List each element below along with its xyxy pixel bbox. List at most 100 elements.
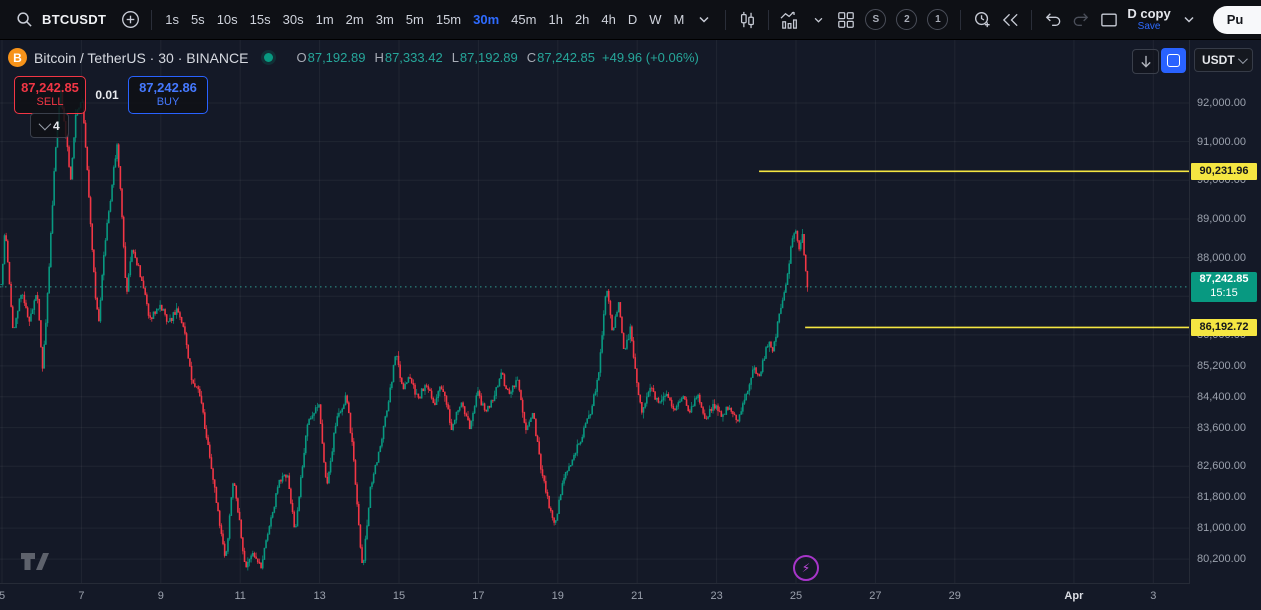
price-axis[interactable]: USDT 87,242.85 15:15 ⚙ 92,000.0091,000.0…	[1189, 40, 1261, 606]
indicators-chevron-icon[interactable]	[804, 6, 832, 34]
timeframe-chevron-icon[interactable]	[690, 6, 718, 34]
price-axis-label[interactable]: 84,400.00	[1197, 390, 1246, 403]
price-axis-label[interactable]: 81,800.00	[1197, 491, 1246, 504]
price-axis-label[interactable]: 81,000.00	[1197, 522, 1246, 535]
panel-button-2[interactable]: 2	[896, 9, 918, 30]
candles	[5, 89, 809, 569]
price-axis-label[interactable]: 88,000.00	[1197, 251, 1246, 264]
time-axis-label[interactable]: 5	[0, 590, 6, 602]
quantity-field[interactable]: 0.01	[95, 88, 119, 102]
timeframe-button-2m[interactable]: 2m	[345, 11, 364, 27]
tradingview-logo-icon[interactable]	[20, 550, 50, 574]
time-axis-label[interactable]: 15	[392, 590, 406, 602]
price-axis-label[interactable]: 89,000.00	[1197, 212, 1246, 225]
timeframe-button-30s[interactable]: 30s	[282, 11, 304, 27]
flash-event-icon[interactable]: ⚡	[793, 555, 819, 581]
publish-button[interactable]: Pu	[1212, 5, 1261, 34]
timeframe-button-M[interactable]: M	[673, 11, 685, 27]
object-tree-collapse-button[interactable]: 4	[30, 113, 69, 138]
sell-price: 87,242.85	[21, 80, 79, 96]
timeframe-button-W[interactable]: W	[649, 11, 662, 27]
chart-pane[interactable]: B Bitcoin / TetherUS · 30 · BINANCE O87,…	[0, 40, 1190, 584]
collapsed-count: 4	[53, 118, 60, 133]
timeframe-button-5s[interactable]: 5s	[190, 11, 205, 27]
time-axis-label[interactable]: 17	[472, 590, 485, 602]
price-axis-label[interactable]: 80,200.00	[1197, 553, 1246, 566]
buy-price: 87,242.86	[139, 80, 197, 96]
panel-button-1[interactable]: 1	[927, 9, 949, 30]
scroll-to-recent-button[interactable]	[1132, 49, 1159, 74]
panel-button-s[interactable]: S	[865, 9, 887, 30]
timeframe-button-D[interactable]: D	[627, 11, 638, 27]
buy-button[interactable]: 87,242.86 BUY	[128, 76, 208, 114]
timeframe-button-1m[interactable]: 1m	[315, 11, 334, 27]
screenshot-icon[interactable]	[1095, 6, 1123, 34]
time-axis-label[interactable]: 29	[948, 590, 961, 602]
maximize-button[interactable]	[1161, 48, 1186, 73]
chevron-down-icon	[38, 117, 52, 131]
layout-chevron-icon[interactable]	[1175, 6, 1203, 34]
time-axis-label[interactable]: Apr	[1064, 590, 1084, 602]
sell-label: SELL	[36, 96, 64, 109]
time-axis-label[interactable]: 11	[234, 590, 246, 602]
timeframe-button-2h[interactable]: 2h	[574, 11, 590, 27]
symbol-search-button[interactable]: BTCUSDT	[42, 12, 107, 27]
timeframe-button-4h[interactable]: 4h	[601, 11, 616, 27]
price-axis-label[interactable]: 85,200.00	[1197, 359, 1246, 372]
time-axis-label[interactable]: 19	[551, 590, 564, 602]
time-axis[interactable]: 5 7 9 11 13 15 17 19 21 23 25 27 29 Apr 3	[0, 583, 1190, 610]
indicators-icon[interactable]	[776, 6, 804, 34]
timeframe-button-45m[interactable]: 45m	[511, 11, 537, 27]
chevron-down-icon	[1237, 53, 1248, 64]
sell-button[interactable]: 87,242.85 SELL	[14, 76, 86, 114]
layout-menu-button[interactable]: D copy Save	[1127, 6, 1170, 33]
time-axis-label[interactable]: 13	[313, 590, 326, 602]
time-axis-label[interactable]: 3	[1150, 590, 1157, 602]
time-axis-label[interactable]: 9	[157, 590, 164, 602]
axis-corner	[1190, 584, 1261, 610]
alert-price-label[interactable]: 86,192.72	[1191, 318, 1257, 336]
current-price-label: 87,242.85 15:15	[1191, 271, 1257, 302]
toolbar-divider	[768, 9, 770, 30]
timeframe-button-15s[interactable]: 15s	[249, 11, 271, 27]
currency-dropdown[interactable]: USDT	[1194, 48, 1253, 72]
ohlc-value: 87,333.42	[384, 50, 443, 65]
time-axis-label[interactable]: 7	[78, 590, 85, 602]
undo-icon[interactable]	[1039, 6, 1067, 34]
alert-price-label[interactable]: 90,231.96	[1191, 162, 1257, 180]
timeframe-button-1h[interactable]: 1h	[548, 11, 563, 27]
timeframe-button-5m[interactable]: 5m	[405, 11, 424, 27]
redo-icon[interactable]	[1067, 6, 1095, 34]
time-axis-label[interactable]: 27	[869, 590, 882, 602]
save-label[interactable]: Save	[1137, 21, 1161, 33]
timeframe-button-15m[interactable]: 15m	[435, 11, 462, 27]
timeframe-button-10s[interactable]: 10s	[216, 11, 238, 27]
current-price-value: 87,242.85	[1199, 273, 1249, 286]
market-status-icon[interactable]	[264, 53, 274, 62]
time-axis-label[interactable]: 25	[789, 590, 803, 602]
ohlc-value: 87,242.85	[537, 50, 595, 65]
ohlc-label: C	[526, 50, 537, 65]
bar-replay-icon[interactable]	[996, 6, 1024, 34]
time-axis-label[interactable]: 21	[631, 590, 644, 602]
search-icon[interactable]	[10, 6, 38, 34]
toolbar-divider	[1031, 9, 1033, 30]
candlestick-chart[interactable]	[0, 40, 1190, 584]
price-axis-label[interactable]: 83,600.00	[1197, 421, 1246, 434]
toolbar-divider	[151, 9, 153, 30]
layout-grid-icon[interactable]	[832, 6, 860, 34]
order-panel: 87,242.85 SELL 0.01 87,242.86 BUY	[14, 76, 208, 114]
price-axis-label[interactable]: 91,000.00	[1197, 135, 1246, 148]
price-axis-label[interactable]: 92,000.00	[1197, 97, 1246, 109]
toolbar-right-group: D copy Save Pu	[1095, 5, 1261, 34]
add-symbol-icon[interactable]	[116, 6, 144, 34]
timeframe-button-30m[interactable]: 30m	[473, 11, 500, 27]
alert-icon[interactable]	[968, 6, 996, 34]
price-axis-label[interactable]: 82,600.00	[1197, 460, 1246, 473]
candle-style-icon[interactable]	[733, 6, 761, 34]
timeframe-button-3m[interactable]: 3m	[375, 11, 394, 27]
timeframe-button-1s[interactable]: 1s	[165, 11, 179, 27]
time-axis-label[interactable]: 23	[710, 590, 723, 602]
symbol-title[interactable]: Bitcoin / TetherUS · 30 · BINANCE	[34, 49, 249, 66]
